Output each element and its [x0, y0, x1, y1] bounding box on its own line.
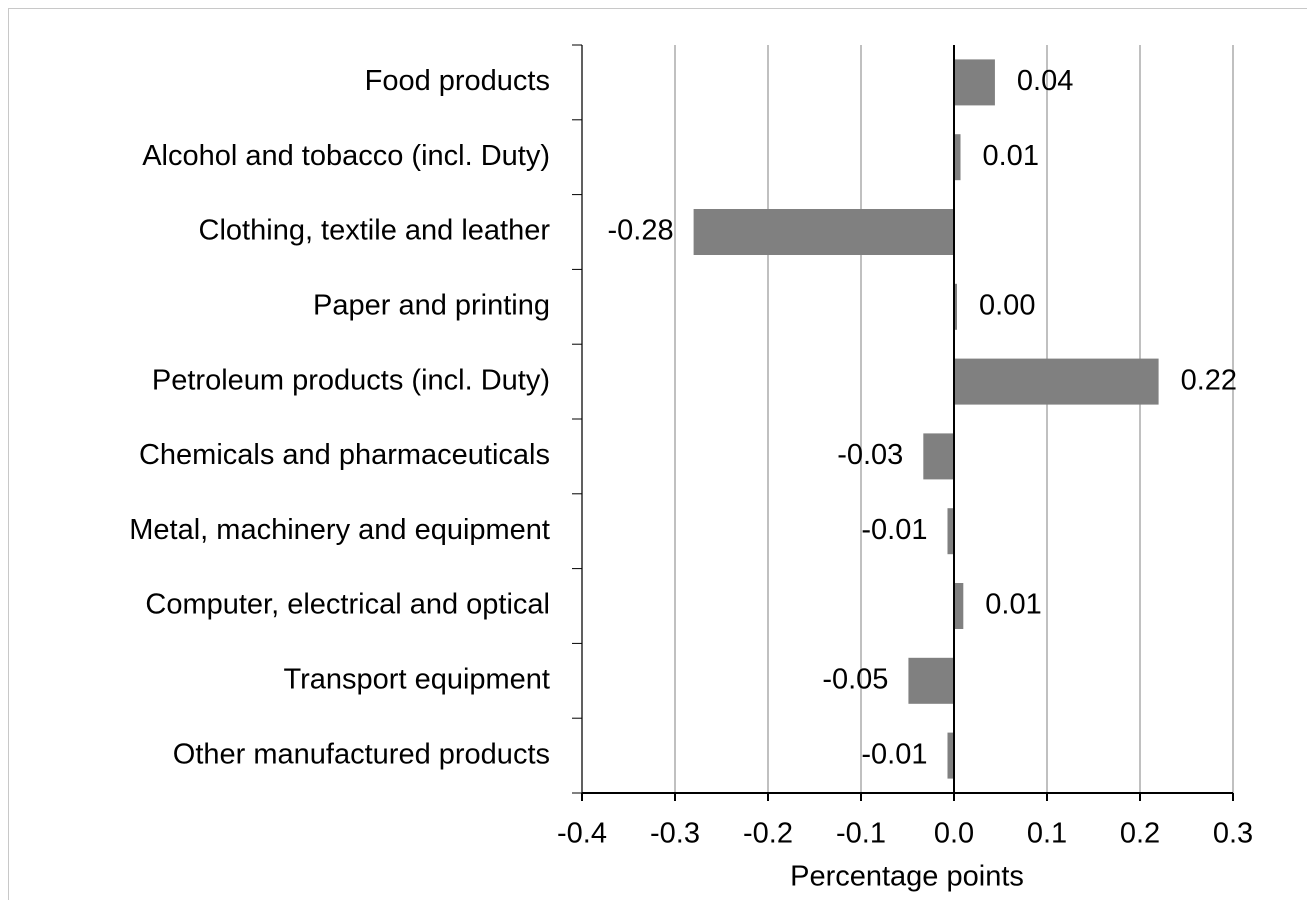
x-tick-label: -0.1 — [836, 818, 886, 850]
data-label: -0.01 — [861, 514, 927, 546]
data-label: 0.01 — [985, 589, 1041, 621]
bar — [947, 508, 954, 555]
y-tick-label: Clothing, textile and leather — [199, 215, 551, 247]
data-label: -0.01 — [861, 738, 927, 770]
y-tick-label: Computer, electrical and optical — [145, 589, 550, 621]
x-tick-label: 0.2 — [1120, 818, 1160, 850]
data-label: 0.04 — [1017, 65, 1073, 97]
bar — [954, 134, 961, 181]
bar — [947, 732, 954, 779]
bar — [908, 657, 954, 704]
x-tick-label: -0.2 — [743, 818, 793, 850]
data-label: 0.00 — [979, 289, 1035, 321]
bar — [954, 583, 964, 629]
x-tick-label: 0.0 — [934, 818, 974, 850]
y-tick-label: Chemicals and pharmaceuticals — [139, 439, 550, 471]
y-tick-label: Other manufactured products — [173, 738, 550, 770]
x-tick-label: 0.3 — [1213, 818, 1253, 850]
x-tick-label: 0.1 — [1027, 818, 1067, 850]
data-label: -0.03 — [837, 439, 903, 471]
y-tick-label: Transport equipment — [283, 663, 550, 695]
y-tick-label: Metal, machinery and equipment — [129, 514, 550, 546]
y-tick-label: Petroleum products (incl. Duty) — [152, 364, 550, 396]
bar — [954, 59, 995, 106]
bar — [693, 209, 954, 255]
frame — [8, 8, 1307, 900]
y-tick-label: Paper and printing — [313, 289, 550, 321]
bar — [954, 358, 1159, 405]
x-axis-title: Percentage points — [790, 861, 1024, 893]
data-label: 0.01 — [983, 140, 1039, 172]
y-tick-label: Alcohol and tobacco (incl. Duty) — [142, 140, 550, 172]
data-label: -0.05 — [822, 663, 888, 695]
y-tick-label: Food products — [365, 65, 550, 97]
x-tick-label: -0.3 — [650, 818, 700, 850]
data-label: -0.28 — [607, 215, 673, 247]
data-label: 0.22 — [1181, 364, 1237, 396]
x-tick-label: -0.4 — [557, 818, 607, 850]
bar — [954, 283, 957, 330]
bar — [923, 433, 954, 480]
